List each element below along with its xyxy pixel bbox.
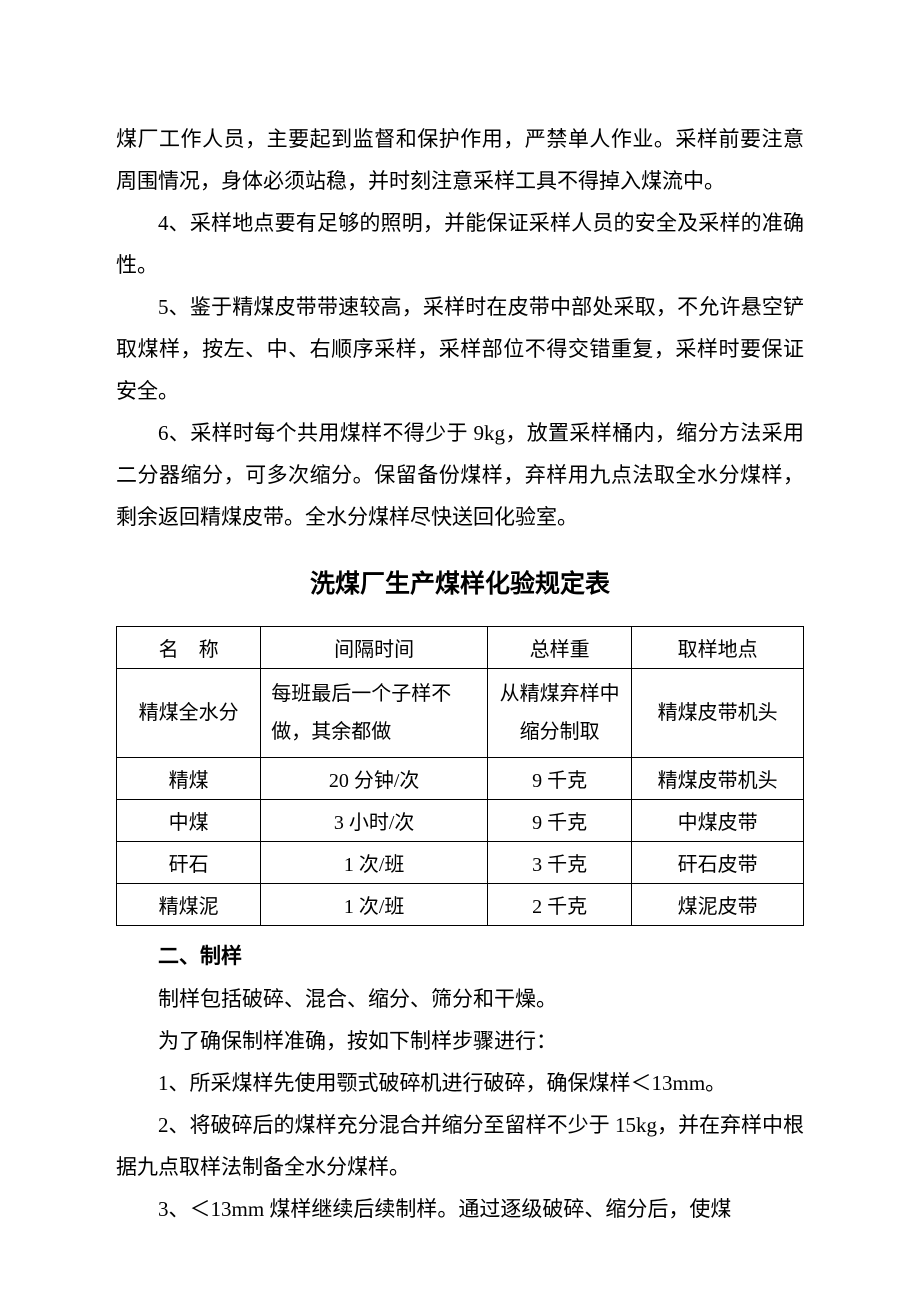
cell-weight: 9 千克 [487, 800, 631, 842]
cell-weight: 从精煤弃样中缩分制取 [487, 669, 631, 758]
section-2-p1: 制样包括破碎、混合、缩分、筛分和干燥。 [116, 978, 804, 1020]
cell-interval: 1 次/班 [261, 884, 488, 926]
header-weight: 总样重 [487, 627, 631, 669]
table-title: 洗煤厂生产煤样化验规定表 [116, 564, 804, 600]
table-row: 中煤 3 小时/次 9 千克 中煤皮带 [117, 800, 804, 842]
cell-name: 矸石 [117, 842, 261, 884]
cell-name: 精煤泥 [117, 884, 261, 926]
section-2-p3: 1、所采煤样先使用颚式破碎机进行破碎，确保煤样＜13mm。 [116, 1062, 804, 1104]
table-row: 精煤泥 1 次/班 2 千克 煤泥皮带 [117, 884, 804, 926]
cell-interval: 1 次/班 [261, 842, 488, 884]
section-2-p2: 为了确保制样准确，按如下制样步骤进行： [116, 1020, 804, 1062]
header-location: 取样地点 [632, 627, 804, 669]
specification-table: 名 称 间隔时间 总样重 取样地点 精煤全水分 每班最后一个子样不做，其余都做 … [116, 626, 804, 926]
paragraph-4: 6、采样时每个共用煤样不得少于 9kg，放置采样桶内，缩分方法采用二分器缩分，可… [116, 412, 804, 538]
table-row: 精煤全水分 每班最后一个子样不做，其余都做 从精煤弃样中缩分制取 精煤皮带机头 [117, 669, 804, 758]
cell-weight: 3 千克 [487, 842, 631, 884]
paragraph-2: 4、采样地点要有足够的照明，并能保证采样人员的安全及采样的准确性。 [116, 202, 804, 286]
paragraph-1: 煤厂工作人员，主要起到监督和保护作用，严禁单人作业。采样前要注意周围情况，身体必… [116, 118, 804, 202]
header-interval: 间隔时间 [261, 627, 488, 669]
cell-interval: 20 分钟/次 [261, 758, 488, 800]
cell-interval: 每班最后一个子样不做，其余都做 [261, 669, 488, 758]
cell-name: 精煤 [117, 758, 261, 800]
section-2-p5: 3、＜13mm 煤样继续后续制样。通过逐级破碎、缩分后，使煤 [116, 1188, 804, 1230]
cell-location: 精煤皮带机头 [632, 669, 804, 758]
cell-interval: 3 小时/次 [261, 800, 488, 842]
cell-location: 中煤皮带 [632, 800, 804, 842]
cell-location: 精煤皮带机头 [632, 758, 804, 800]
section-2-heading: 二、制样 [116, 936, 804, 978]
table-header-row: 名 称 间隔时间 总样重 取样地点 [117, 627, 804, 669]
table-row: 矸石 1 次/班 3 千克 矸石皮带 [117, 842, 804, 884]
cell-name: 精煤全水分 [117, 669, 261, 758]
cell-location: 矸石皮带 [632, 842, 804, 884]
cell-location: 煤泥皮带 [632, 884, 804, 926]
paragraph-3: 5、鉴于精煤皮带带速较高，采样时在皮带中部处采取，不允许悬空铲取煤样，按左、中、… [116, 286, 804, 412]
section-2-p4: 2、将破碎后的煤样充分混合并缩分至留样不少于 15kg，并在弃样中根据九点取样法… [116, 1104, 804, 1188]
table-row: 精煤 20 分钟/次 9 千克 精煤皮带机头 [117, 758, 804, 800]
cell-weight: 2 千克 [487, 884, 631, 926]
cell-name: 中煤 [117, 800, 261, 842]
cell-weight: 9 千克 [487, 758, 631, 800]
document-page: 煤厂工作人员，主要起到监督和保护作用，严禁单人作业。采样前要注意周围情况，身体必… [0, 0, 920, 1290]
header-name: 名 称 [117, 627, 261, 669]
